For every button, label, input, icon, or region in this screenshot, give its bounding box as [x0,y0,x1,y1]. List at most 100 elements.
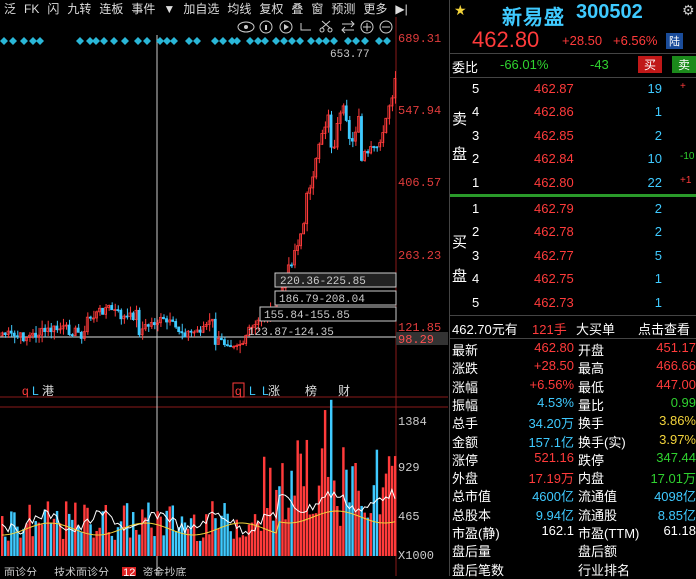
volume-bar [333,480,336,556]
menu-item-shan[interactable]: 闪 [47,2,60,16]
event-markers: q L 港 q L L 涨 榜 财 [22,382,350,398]
stat-label: 盘后量 [452,544,492,560]
star-icon[interactable]: ★ [454,2,467,18]
volume-bar [329,399,333,556]
export-icon[interactable]: ▶| [395,1,408,16]
menu-item-fan[interactable]: 泛 [4,2,17,16]
kline-chart[interactable]: 220.36-225.85 186.79-208.04 155.84-155.8… [0,17,448,576]
eye-icon[interactable] [237,21,255,33]
marker-l[interactable]: L [32,384,39,398]
candle-body [107,305,111,309]
undo-icon[interactable] [300,23,311,31]
big-trade-link[interactable]: 点击查看 [638,322,691,337]
stat-row: 盘后量 盘后额 [450,540,696,560]
candle-body [104,307,108,315]
stat-label: 总手 [452,416,479,432]
stat-label: 振幅 [452,397,479,413]
webi-row: 委比 -66.01% -43 买 卖 [450,54,696,77]
marker-l2[interactable]: L [249,384,256,398]
stat-value: 466.66 [656,358,696,374]
ask-row[interactable]: 1 462.80 22 +1 [450,172,696,195]
tab-capital[interactable]: 资金抄底 [142,567,187,576]
dropdown-icon[interactable]: ▼ [163,1,176,16]
tab-tech-score[interactable]: 技术面诊分 [54,567,110,576]
candle-body [70,334,74,337]
candle-body [338,112,342,124]
candle-body [305,192,309,225]
candle-body [293,250,296,266]
bid-row[interactable]: 2 462.78 2 [450,221,696,244]
ask-row[interactable]: 2 462.84 10 -10 [450,148,696,171]
ask-volume: 10 [647,151,662,167]
tab-score[interactable]: 面诊分 [4,567,37,576]
candle-body [95,311,98,319]
marker-zhang[interactable]: 涨 [268,383,280,398]
marker-bang[interactable]: 榜 [305,383,317,398]
candle-body [79,331,83,339]
signal-diamond [211,37,219,45]
volume-bar [238,537,242,556]
menu-item-overlay[interactable]: 叠 [291,2,304,16]
volume-bar [89,524,92,556]
menu-item-fk[interactable]: FK [24,1,40,16]
volume-bar [13,512,16,556]
bid-volume: 1 [654,294,662,310]
menu-item-event[interactable]: 事件 [131,2,156,16]
menu-item-more[interactable]: 更多 [363,2,388,16]
candle-body [213,318,217,345]
bid-row[interactable]: 1 462.79 2 [450,198,696,221]
scissors-icon[interactable] [319,20,333,33]
menu-item-lianban[interactable]: 连板 [99,2,124,16]
bid-row[interactable]: 5 462.73 1 [450,292,696,315]
volume-bar [119,521,123,556]
sell-button[interactable]: 卖 [672,56,696,73]
candle-body [360,116,363,161]
volume-bar [168,506,171,556]
volume-bar [147,502,150,556]
menu-item-ma[interactable]: 均线 [227,2,252,16]
signal-diamond [261,37,269,45]
candle-body [232,345,235,348]
buy-button[interactable]: 买 [638,56,663,73]
bid-row[interactable]: 4 462.75 1 [450,268,696,291]
candle-body [3,332,7,335]
quote-panel: ★ 新易盛 300502 ⚙ 462.80 +28.50 +6.56% 陆 委比… [449,0,696,578]
volume-bar [16,526,19,556]
big-trade-row[interactable]: 462.70元有 121手 大买单 点击查看 [450,317,696,340]
swap-icon[interactable] [341,20,355,34]
ask-row[interactable]: 3 462.85 2 [450,125,696,148]
ask-price: 462.84 [534,151,574,167]
menu-item-adjust[interactable]: 复权 [259,2,284,16]
marker-q2[interactable]: q [235,384,242,398]
info-icon[interactable] [259,20,273,34]
menu-item-window[interactable]: 窗 [311,2,324,16]
candle-body [128,312,132,317]
ask-price: 462.80 [534,174,574,190]
stat-value: 61.18 [663,523,696,538]
marker-gang[interactable]: 港 [42,384,54,398]
stat-label: 最高 [578,361,605,377]
candle-body [192,331,196,334]
marker-q[interactable]: q [22,384,29,398]
volume-bar [293,495,296,556]
signal-diamond [20,37,28,45]
signal-diamond [29,37,37,45]
stat-value: 157.1亿 [528,434,574,450]
minus-icon[interactable] [379,20,393,34]
settings-icon[interactable]: ⚙ [682,2,695,18]
stat-row: 涨幅 +6.56% 最低 447.00 [450,376,696,395]
replay-icon[interactable] [279,20,293,34]
volume-bar [86,507,89,556]
menu-item-jiuzhuan[interactable]: 九转 [67,2,92,16]
plus-icon[interactable] [360,20,374,34]
stock-name: 新易盛 [502,7,565,29]
ask-row[interactable]: 4 462.86 1 [450,101,696,124]
marker-cai[interactable]: 财 [338,384,350,398]
ask-row[interactable]: 5 462.87 19 + [450,78,696,101]
menu-item-predict[interactable]: 预测 [331,2,356,16]
menu-item-add-watch[interactable]: 加自选 [183,2,220,16]
marker-l3[interactable]: L [262,384,269,398]
volume-bar [58,523,62,556]
candle-body [372,146,376,148]
bid-row[interactable]: 3 462.77 5 [450,245,696,268]
